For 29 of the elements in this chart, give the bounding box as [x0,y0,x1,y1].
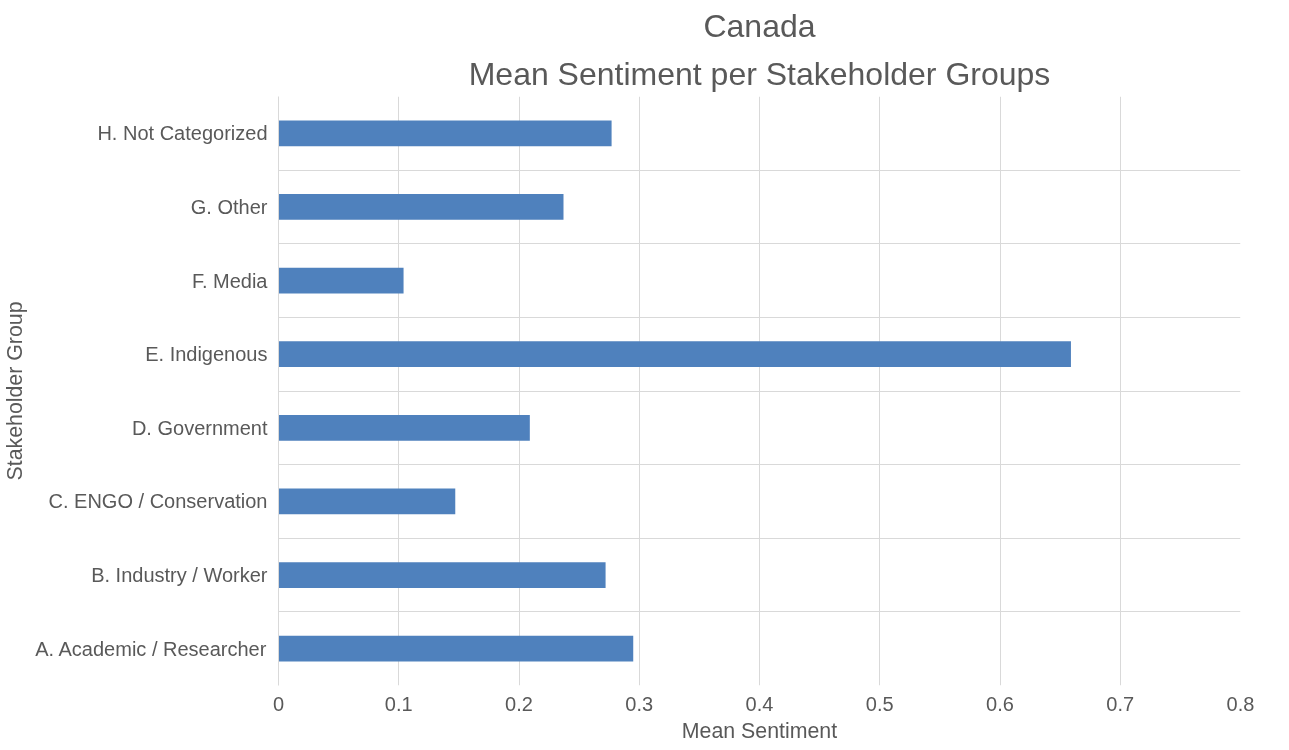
y-tick-label: F. Media [191,269,269,292]
x-tick-label: 0.4 [745,692,774,715]
x-tick-label: 0 [272,692,285,715]
y-tick-label: H. Not Categorized [97,122,268,145]
y-tick-label: G. Other [190,195,268,218]
x-tick-label: 0.7 [1106,692,1135,715]
bar [278,414,530,441]
x-tick-label: 0.6 [986,692,1014,715]
y-tick-label: C. ENGO / Conservation [48,490,268,513]
y-axis-title: Stakeholder Group [3,301,28,481]
x-tick-label: 0.2 [505,692,533,715]
y-tick-label: A. Academic / Researcher [35,637,267,660]
bar [278,562,606,588]
y-tick-label: B. Industry / Worker [91,564,268,587]
x-tick-label: 0.1 [384,692,413,715]
chart-title: Canada [703,7,816,44]
bar [278,635,634,662]
y-tick-label: D. Government [131,416,268,439]
bar [278,120,612,147]
bar [278,341,1071,368]
bar [278,194,564,220]
bar [278,267,404,294]
x-tick-label: 0.8 [1226,692,1255,715]
x-axis-title: Mean Sentiment [681,718,838,743]
x-tick-label: 0.3 [625,692,654,715]
y-tick-label: E. Indigenous [145,343,268,366]
x-tick-label: 0.5 [865,692,894,715]
bar [278,488,456,515]
chart-subtitle: Mean Sentiment per Stakeholder Groups [468,55,1051,92]
